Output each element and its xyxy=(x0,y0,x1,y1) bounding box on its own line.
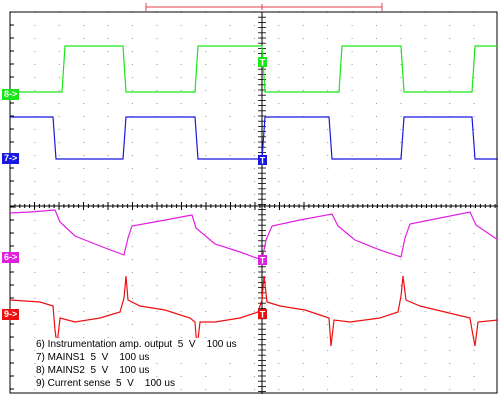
trace-channel-6 xyxy=(9,209,498,261)
legend-entry-6: 6) Instrumentation amp. output 5 V 100 u… xyxy=(36,338,237,351)
svg-text:T: T xyxy=(260,58,266,68)
trace-channel-9 xyxy=(9,275,498,349)
timebase-bracket[interactable] xyxy=(145,3,383,11)
graticule-grid xyxy=(9,11,498,394)
legend-entry-8: 8) MAINS2 5 V 100 us xyxy=(36,364,150,377)
trigger-icon-ch6 xyxy=(258,255,267,265)
legend-entry-7: 7) MAINS1 5 V 100 us xyxy=(36,351,150,364)
svg-text:T: T xyxy=(260,256,266,266)
trace-channel-8 xyxy=(10,45,498,93)
trigger-icon-ch8 xyxy=(258,57,267,67)
channel-8-marker[interactable]: 8-> xyxy=(2,89,20,100)
legend-entry-9: 9) Current sense 5 V 100 us xyxy=(36,377,175,390)
trigger-icon-ch9 xyxy=(258,309,267,319)
channel-9-marker[interactable]: 9-> xyxy=(2,309,20,320)
channel-6-marker[interactable]: 6-> xyxy=(2,252,20,263)
graticule-frame xyxy=(9,11,498,394)
svg-text:T: T xyxy=(260,156,266,166)
waveform-traces xyxy=(9,45,498,349)
channel-7-marker[interactable]: 7-> xyxy=(2,153,20,164)
channel-legend: 6) Instrumentation amp. output 5 V 100 u… xyxy=(36,338,237,390)
svg-text:T: T xyxy=(260,310,266,320)
trace-channel-7 xyxy=(10,116,498,160)
trigger-markers: T T T T xyxy=(258,57,267,320)
trigger-icon-ch7 xyxy=(258,155,267,165)
